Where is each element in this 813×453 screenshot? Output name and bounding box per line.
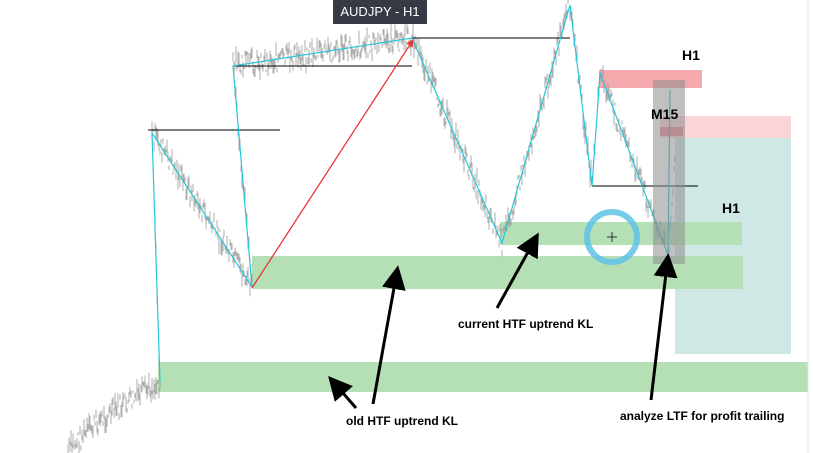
annotation-arrow-current[interactable] (495, 232, 539, 309)
supply-zone-light[interactable] (660, 116, 791, 138)
annotation-arrow-old-left[interactable] (328, 375, 358, 409)
m15-box[interactable] (653, 80, 685, 264)
timeframe-label-h1-top: H1 (682, 47, 700, 63)
timeframe-label-m15: M15 (651, 106, 679, 122)
supply-zone-h1[interactable] (599, 70, 702, 88)
key-level-old-zone[interactable] (158, 362, 808, 392)
swing-high-lines (148, 37, 698, 187)
target-zone[interactable] (675, 137, 791, 354)
timeframe-label-h1-mid: H1 (722, 200, 740, 216)
key-level-h1-zone[interactable] (500, 222, 742, 245)
symbol-badge: AUDJPY - H1 (333, 0, 427, 24)
annotation-old-kl: old HTF uptrend KL (346, 414, 458, 428)
annotation-current-kl: current HTF uptrend KL (458, 317, 594, 331)
impulse-arrow[interactable] (251, 38, 414, 289)
crosshair-icon (607, 232, 617, 242)
circle-marker-icon[interactable] (584, 209, 640, 265)
annotation-analyze-ltf: analyze LTF for profit trailing (620, 409, 785, 423)
zigzag-line[interactable] (151, 4, 671, 383)
annotation-arrow-analyze[interactable] (649, 253, 678, 401)
annotation-arrow-old-up[interactable] (371, 265, 406, 405)
